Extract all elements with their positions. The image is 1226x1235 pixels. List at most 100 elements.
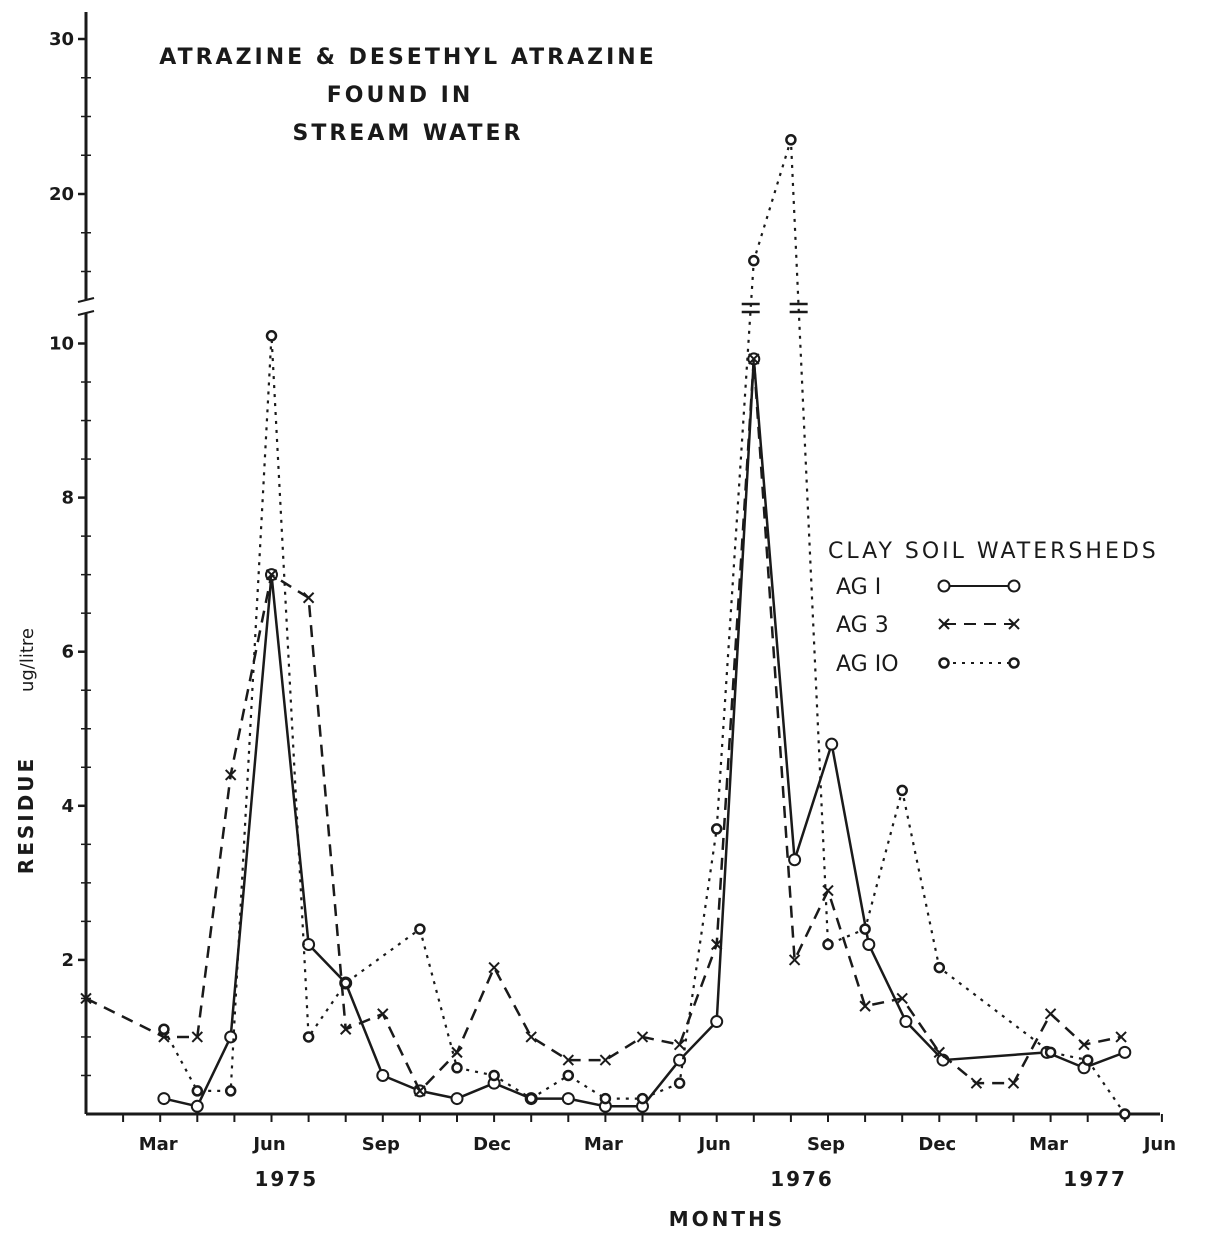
data-point [937, 579, 951, 593]
data-point [785, 134, 797, 146]
data-point [224, 769, 237, 781]
data-point [562, 1054, 575, 1066]
data-point [377, 1008, 389, 1020]
data-point [451, 1046, 463, 1059]
data-point-stroke [710, 938, 723, 951]
data-point [710, 823, 723, 835]
series-ag-i [157, 352, 1132, 1113]
title-line-1: ATRAZINE & DESETHYL ATRAZINE [159, 45, 656, 70]
data-point-stroke [859, 1000, 871, 1012]
data-point-stroke [80, 992, 92, 1005]
legend-label: AG IO [836, 652, 899, 677]
year-label: 1977 [1063, 1167, 1127, 1191]
data-point [788, 954, 801, 966]
data-point [190, 1099, 204, 1113]
y-tick-label: 10 [49, 334, 74, 355]
data-point [673, 1053, 687, 1067]
data-point-stroke [970, 1077, 983, 1089]
data-point [896, 992, 908, 1005]
data-point [157, 1092, 171, 1106]
series-ag-io [158, 134, 1131, 1120]
data-point [488, 961, 500, 974]
chart-title: ATRAZINE & DESETHYL ATRAZINE FOUND IN ST… [159, 45, 656, 146]
legend-label: AG I [836, 575, 881, 600]
x-axis-ticks: Mar Jun Sep Dec Mar Jun Sep Dec Mar Jun [122, 1114, 1176, 1155]
title-line-3: STREAM WATER [293, 121, 524, 146]
data-point [825, 737, 839, 751]
legend: CLAY SOIL WATERSHEDS AG I AG 3 AG IO [828, 539, 1159, 677]
data-point [896, 784, 908, 797]
x-tick-label: Jun [697, 1134, 731, 1155]
legend-heading: CLAY SOIL WATERSHEDS [828, 539, 1159, 564]
data-point [710, 1015, 724, 1029]
x-tick-label: Mar [1029, 1134, 1068, 1155]
data-point [265, 568, 278, 581]
x-axis-label: MONTHS [669, 1207, 785, 1231]
data-point [933, 961, 946, 974]
y-tick-label: 20 [49, 184, 74, 205]
data-point [376, 1068, 390, 1082]
year-labels: 1975 1976 1977 [255, 1167, 1127, 1191]
data-point [191, 1031, 204, 1043]
data-point [339, 977, 352, 989]
data-point [224, 1030, 238, 1044]
x-tick-label: Mar [139, 1134, 178, 1155]
x-tick-label: Jun [1142, 1134, 1176, 1155]
data-point [302, 592, 315, 604]
y-axis-ticks: 2 4 6 8 10 20 30 [49, 29, 91, 1077]
year-label: 1975 [255, 1167, 319, 1191]
data-point [80, 992, 92, 1005]
data-point-stroke [748, 353, 760, 365]
data-point [859, 1000, 871, 1012]
data-point [1044, 1008, 1057, 1020]
y-axis-break-mark [77, 310, 95, 316]
data-point-stroke [525, 1031, 537, 1043]
data-point [748, 254, 760, 267]
data-point-stroke [562, 1054, 575, 1066]
data-point [1118, 1045, 1132, 1059]
data-point [1119, 1108, 1131, 1120]
y-tick-label: 6 [61, 642, 74, 663]
data-point [1007, 579, 1021, 593]
y-axis-break-mark [77, 297, 95, 303]
x-tick-label: Sep [362, 1134, 400, 1155]
data-point [1115, 1031, 1127, 1043]
data-point-stroke [1044, 1008, 1057, 1020]
data-point [1081, 1054, 1094, 1066]
data-point [938, 657, 950, 669]
data-point [1078, 1038, 1090, 1051]
x-tick-label: Jun [251, 1134, 285, 1155]
data-point [822, 938, 834, 951]
data-point [1008, 657, 1020, 669]
data-point [899, 1015, 913, 1029]
y-axis-label: RESIDUE ug/litre [14, 628, 38, 874]
data-point-stroke [599, 1054, 612, 1066]
data-point-stroke [224, 769, 237, 781]
data-point [414, 1085, 426, 1097]
x-tick-label: Dec [473, 1134, 511, 1155]
data-point [748, 353, 760, 365]
data-point [451, 1062, 463, 1074]
series-line [85, 357, 1122, 1093]
data-point [1008, 618, 1020, 630]
series-layer [80, 134, 1132, 1120]
data-point-stroke [1078, 1038, 1090, 1051]
series-line [163, 357, 1126, 1108]
data-point [450, 1092, 464, 1106]
x-tick-label: Dec [918, 1134, 956, 1155]
data-point-stroke [302, 592, 315, 604]
data-point-stroke [377, 1008, 389, 1020]
legend-label: AG 3 [836, 613, 889, 638]
data-point-stroke [1115, 1031, 1127, 1043]
data-point [414, 923, 426, 935]
data-point [673, 1038, 686, 1051]
data-point-stroke [191, 1031, 204, 1043]
data-point-stroke [414, 1085, 426, 1097]
data-point [561, 1092, 575, 1106]
data-point-stroke [451, 1046, 463, 1059]
data-point [158, 1023, 170, 1035]
data-point-stroke [636, 1031, 649, 1043]
data-point [599, 1054, 612, 1066]
y-axis-unit: ug/litre [17, 628, 38, 692]
data-point [525, 1031, 537, 1043]
